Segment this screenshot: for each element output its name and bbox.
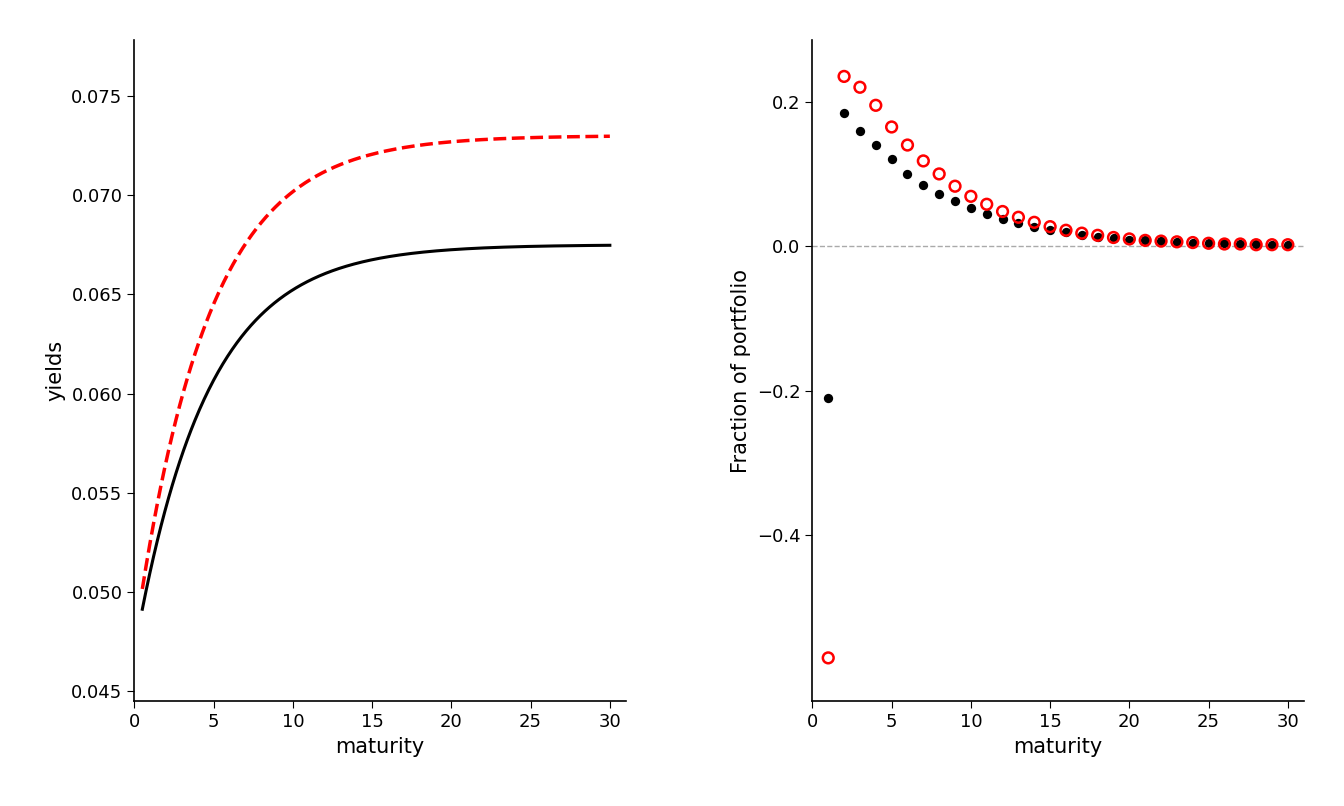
Point [866, 139, 887, 152]
Point [896, 139, 918, 152]
Point [976, 197, 997, 210]
Point [1198, 237, 1219, 250]
Point [945, 180, 966, 193]
Point [880, 153, 902, 166]
Point [1181, 236, 1203, 249]
Point [1039, 223, 1060, 236]
Point [817, 392, 839, 405]
Point [960, 190, 981, 203]
Point [992, 205, 1013, 218]
Point [1181, 236, 1203, 249]
X-axis label: maturity: maturity [1013, 737, 1102, 757]
Point [1150, 235, 1172, 247]
Y-axis label: yields: yields [46, 340, 66, 401]
Point [1134, 234, 1156, 247]
Point [1246, 238, 1267, 251]
Point [833, 70, 855, 83]
Point [1071, 228, 1093, 241]
Point [1118, 233, 1140, 246]
Point [1134, 234, 1156, 247]
Point [992, 212, 1013, 225]
Point [1214, 237, 1235, 250]
Point [960, 202, 981, 214]
Point [929, 168, 950, 181]
Point [896, 168, 918, 181]
Point [1024, 220, 1046, 233]
Point [1071, 226, 1093, 239]
Point [1102, 232, 1124, 245]
Point [1087, 229, 1109, 242]
Point [1039, 220, 1060, 233]
Point [1261, 239, 1282, 251]
Point [1261, 239, 1282, 251]
Y-axis label: Fraction of portfolio: Fraction of portfolio [731, 268, 751, 473]
Point [833, 106, 855, 119]
Point [1246, 239, 1267, 251]
Point [945, 195, 966, 208]
Point [817, 651, 839, 664]
Point [1230, 238, 1251, 251]
Point [1198, 237, 1219, 250]
Point [1087, 231, 1109, 243]
Point [1008, 217, 1030, 230]
Point [1055, 226, 1077, 239]
Point [1167, 235, 1188, 248]
Point [880, 121, 902, 134]
Point [1118, 232, 1140, 245]
Point [1230, 238, 1251, 251]
Point [1008, 211, 1030, 224]
Point [1102, 231, 1124, 244]
Point [1055, 224, 1077, 237]
Point [849, 81, 871, 93]
Point [849, 124, 871, 137]
Point [1277, 239, 1298, 251]
Point [1167, 235, 1188, 248]
Point [1150, 235, 1172, 247]
Point [976, 207, 997, 220]
Point [1024, 216, 1046, 229]
X-axis label: maturity: maturity [336, 737, 425, 757]
Point [929, 188, 950, 201]
Point [913, 178, 934, 191]
Point [1214, 238, 1235, 251]
Point [866, 99, 887, 112]
Point [913, 155, 934, 168]
Point [1277, 239, 1298, 251]
